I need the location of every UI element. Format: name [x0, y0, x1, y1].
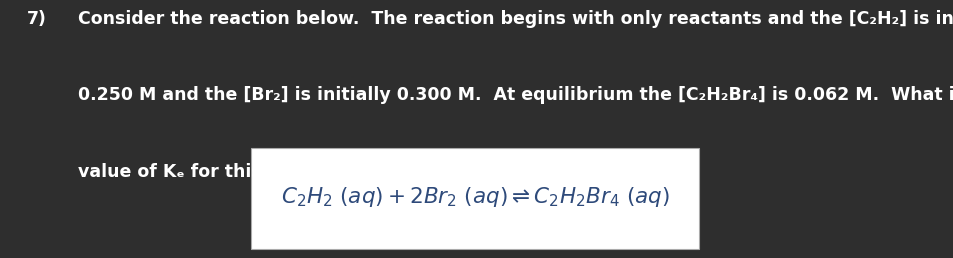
Text: Consider the reaction below.  The reaction begins with only reactants and the [C: Consider the reaction below. The reactio… [78, 10, 953, 28]
Text: $\mathit{C_2H_2\ (aq) + 2Br_2\ (aq) \rightleftharpoons C_2H_2Br_4\ (aq)}$: $\mathit{C_2H_2\ (aq) + 2Br_2\ (aq) \rig… [280, 185, 669, 209]
Text: 7): 7) [27, 10, 47, 28]
Text: value of Kₑ for this reaction?: value of Kₑ for this reaction? [78, 163, 358, 181]
FancyBboxPatch shape [251, 148, 699, 249]
Text: 0.250 M and the [Br₂] is initially 0.300 M.  At equilibrium the [C₂H₂Br₄] is 0.0: 0.250 M and the [Br₂] is initially 0.300… [78, 86, 953, 104]
